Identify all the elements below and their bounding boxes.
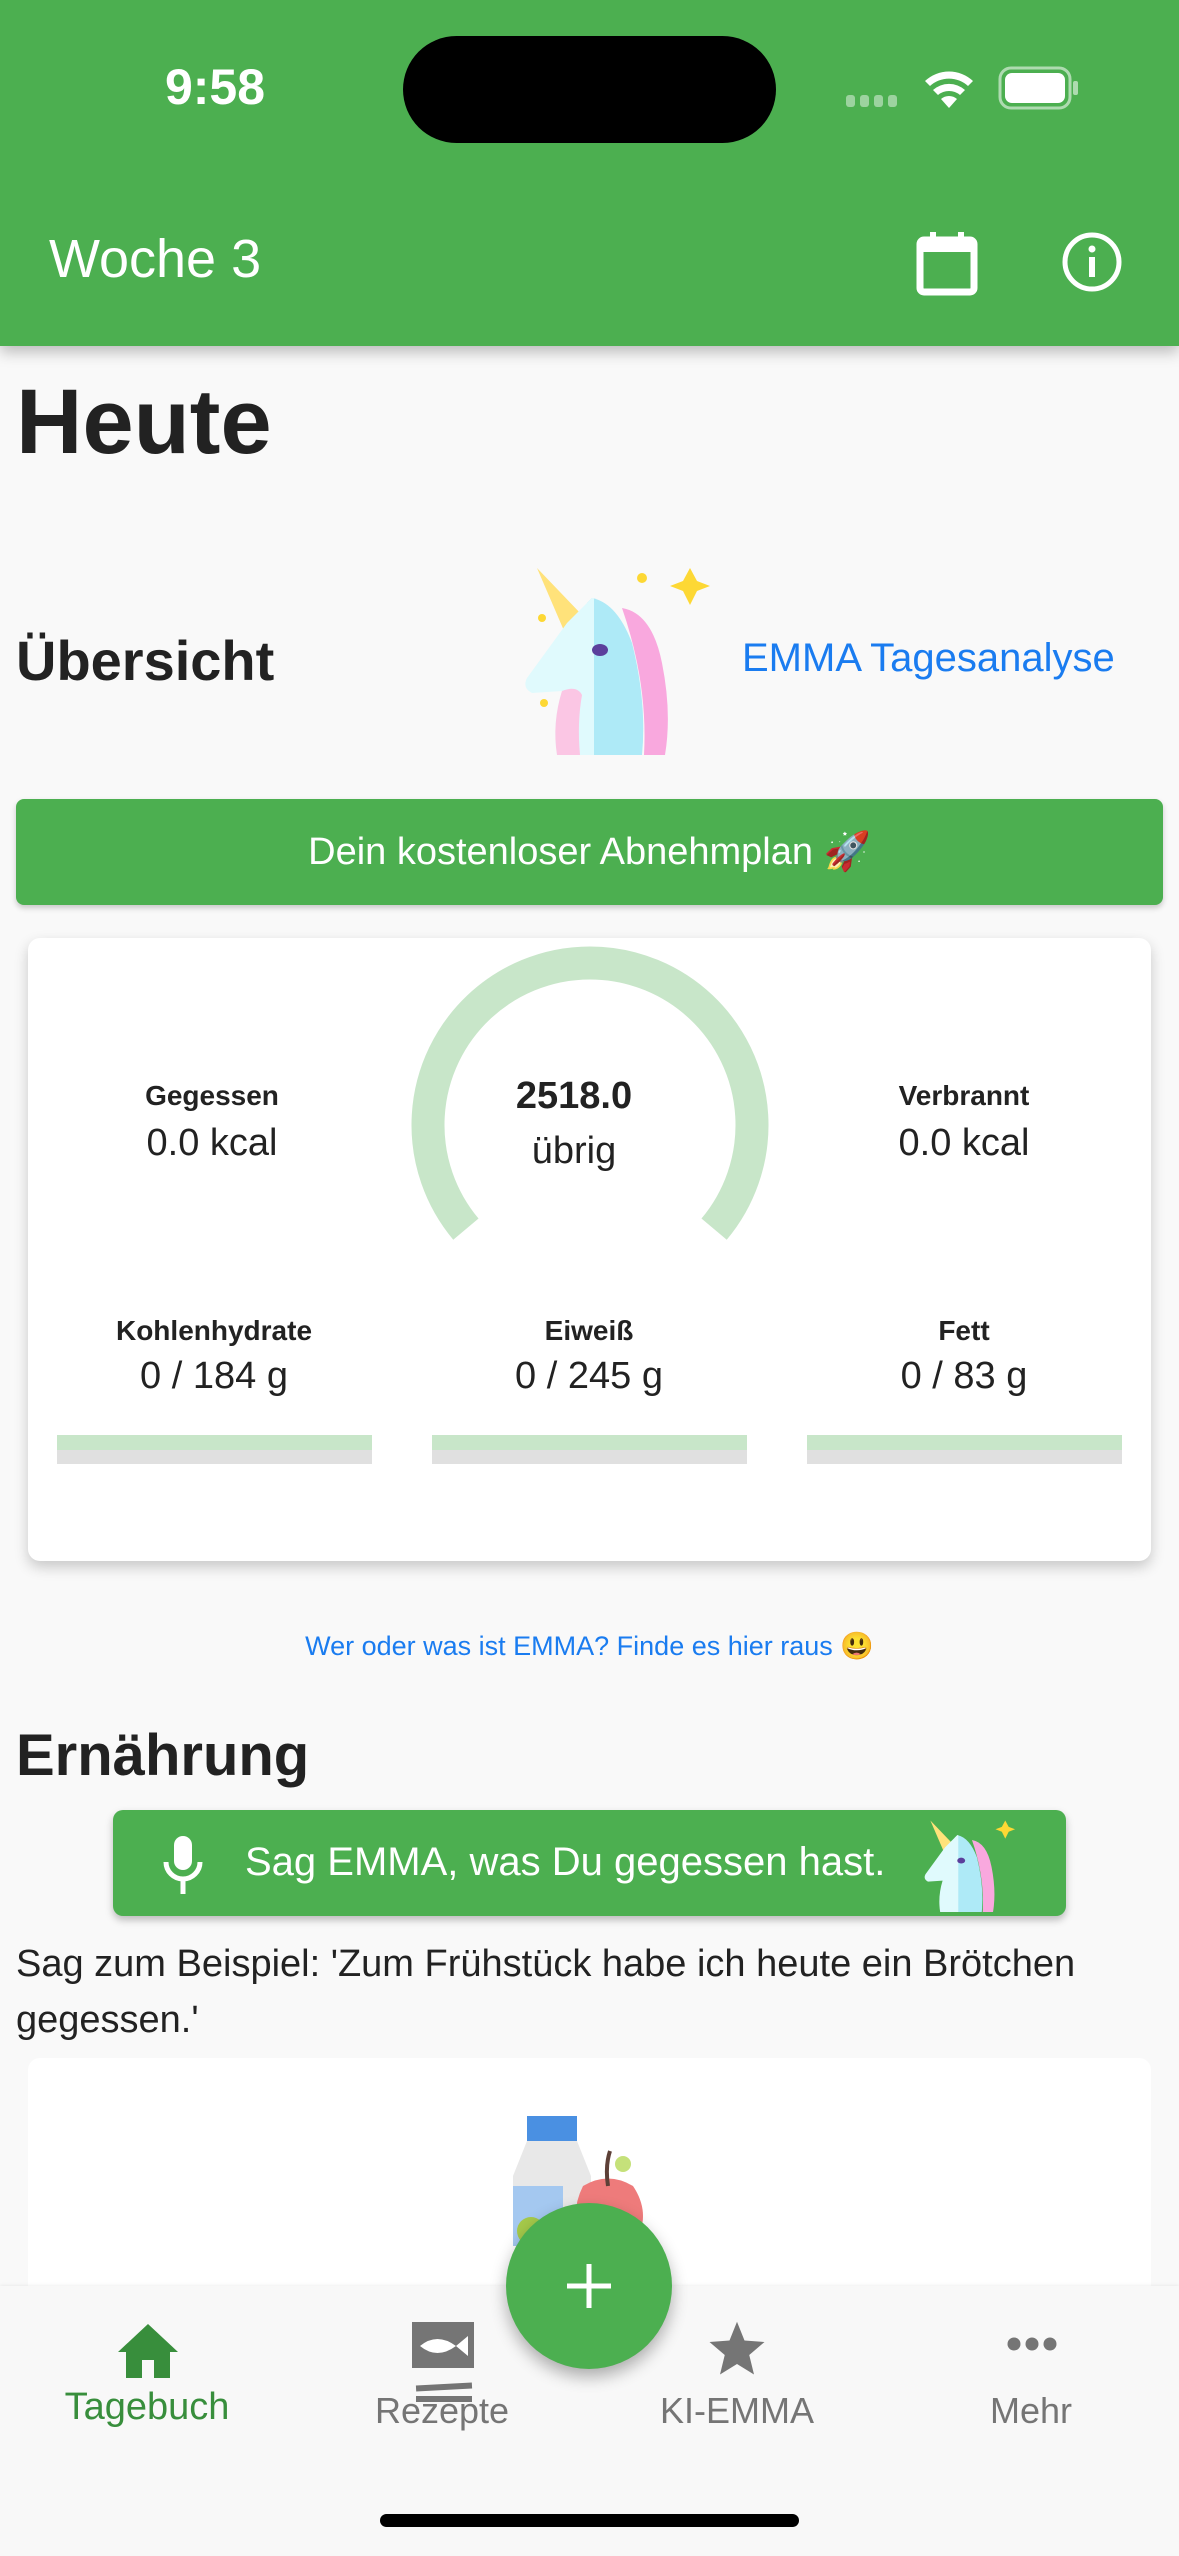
add-entry-button[interactable] (506, 2203, 672, 2369)
voice-input-button[interactable]: Sag EMMA, was Du gegessen hast. (113, 1810, 1066, 1916)
voice-button-label: Sag EMMA, was Du gegessen hast. (245, 1840, 886, 1884)
fat-progress-bar (807, 1435, 1122, 1464)
remaining-label: übrig (531, 1130, 617, 1172)
home-icon (118, 2324, 178, 2378)
protein-value: 0 / 245 g (515, 1355, 663, 1397)
unicorn-icon (924, 1820, 1016, 1912)
burned-label: Verbrannt (898, 1080, 1030, 1111)
overview-heading: Übersicht (16, 629, 275, 692)
free-plan-button[interactable]: Dein kostenloser Abnehmplan 🚀 (16, 799, 1163, 905)
protein-label: Eiweiß (544, 1315, 634, 1346)
carbs-progress-bar (57, 1435, 372, 1464)
eaten-label: Gegessen (145, 1080, 279, 1111)
protein-progress-bar (432, 1435, 747, 1464)
nav-label: Tagebuch (64, 2386, 230, 2428)
recipes-icon (412, 2322, 474, 2402)
signal-icon (846, 95, 897, 107)
nav-label: Rezepte (374, 2390, 510, 2431)
voice-example-text: Sag zum Beispiel: 'Zum Frühstück habe ic… (16, 1943, 1076, 2041)
app-bar: 9:58 Woche 3 (0, 0, 1179, 346)
nutrition-heading: Ernährung (16, 1723, 310, 1788)
wifi-icon (925, 71, 973, 108)
plus-icon (567, 2264, 611, 2308)
nav-item-mehr[interactable]: Mehr (931, 2286, 1131, 2476)
calories-remaining-ring (411, 946, 769, 1240)
dynamic-island (403, 36, 776, 143)
carbs-value: 0 / 184 g (140, 1355, 288, 1397)
week-title: Woche 3 (49, 229, 262, 289)
eaten-value: 0.0 kcal (146, 1122, 278, 1164)
bottom-navigation: Tagebuch Rezepte KI-EMMA Mehr (0, 2286, 1179, 2556)
status-time: 9:58 (164, 59, 266, 115)
nav-item-tagebuch[interactable]: Tagebuch (47, 2286, 247, 2476)
carbs-label: Kohlenhydrate (115, 1315, 313, 1346)
more-icon (1007, 2337, 1057, 2351)
calendar-icon[interactable] (916, 230, 978, 296)
ring-track (411, 946, 769, 1240)
burned-value: 0.0 kcal (898, 1122, 1030, 1164)
home-indicator (380, 2514, 799, 2527)
emma-analysis-link[interactable]: EMMA Tagesanalyse (742, 636, 1115, 680)
page-title: Heute (16, 371, 272, 473)
star-icon (709, 2321, 765, 2375)
microphone-icon (163, 1836, 203, 1894)
fat-value: 0 / 83 g (900, 1355, 1028, 1397)
fat-label: Fett (938, 1315, 990, 1346)
emma-info-link[interactable]: Wer oder was ist EMMA? Finde es hier rau… (305, 1631, 874, 1661)
remaining-value: 2518.0 (515, 1075, 633, 1117)
nav-item-rezepte[interactable]: Rezepte (342, 2286, 542, 2476)
nav-item-ki-emma[interactable]: KI-EMMA (637, 2286, 837, 2476)
nav-label: Mehr (989, 2390, 1073, 2431)
nav-label: KI-EMMA (659, 2390, 814, 2431)
battery-icon (998, 66, 1078, 110)
info-icon[interactable] (1060, 230, 1124, 294)
unicorn-icon[interactable] (522, 563, 718, 755)
